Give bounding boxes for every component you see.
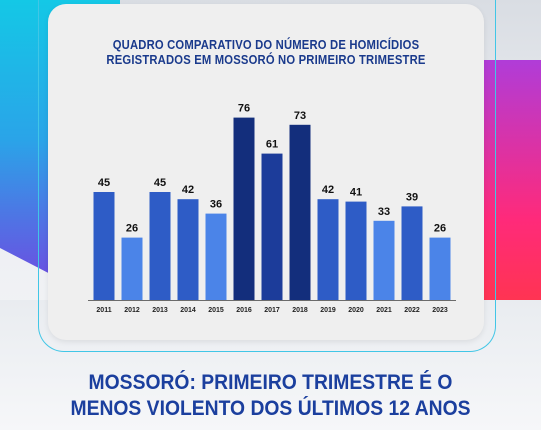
bar-2020 xyxy=(345,201,367,300)
data-label-2012: 26 xyxy=(126,223,138,235)
x-tick-2017: 2017 xyxy=(264,307,280,314)
bar-2021 xyxy=(373,220,395,300)
bar-2017 xyxy=(261,153,283,300)
bar-chart: 45 2011 26 2012 45 2013 42 2014 36 2015 76 2016 61 20… xyxy=(88,103,456,314)
x-tick-2018: 2018 xyxy=(292,307,308,314)
bar-2013 xyxy=(149,192,171,300)
x-tick-2016: 2016 xyxy=(236,307,252,314)
data-label-2014: 42 xyxy=(182,184,194,196)
x-tick-2012: 2012 xyxy=(124,307,140,314)
x-tick-2019: 2019 xyxy=(320,307,336,314)
x-tick-2013: 2013 xyxy=(152,307,168,314)
bar-2018 xyxy=(289,124,311,300)
bar-2022 xyxy=(401,206,423,300)
data-label-2019: 42 xyxy=(322,184,334,196)
data-label-2016: 76 xyxy=(238,103,250,115)
chart-title-line-1: QUADRO COMPARATIVO DO NÚMERO DE HOMICÍDI… xyxy=(112,38,420,52)
x-tick-2015: 2015 xyxy=(208,307,224,314)
bar-2016 xyxy=(233,117,255,300)
x-tick-2011: 2011 xyxy=(96,307,111,314)
bar-2014 xyxy=(177,199,199,300)
chart-title-line-2: REGISTRADOS EM MOSSORÓ NO PRIMEIRO TRIME… xyxy=(106,53,426,67)
data-label-2015: 36 xyxy=(210,199,222,211)
x-tick-2022: 2022 xyxy=(404,307,420,314)
data-label-2017: 61 xyxy=(266,139,278,151)
bar-2012 xyxy=(121,237,143,300)
x-tick-2014: 2014 xyxy=(180,307,196,314)
data-label-2022: 39 xyxy=(406,191,418,203)
card-outline xyxy=(38,0,496,352)
bar-2011 xyxy=(93,192,115,300)
data-label-2018: 73 xyxy=(294,110,306,122)
x-tick-2023: 2023 xyxy=(432,307,448,314)
x-tick-2020: 2020 xyxy=(348,307,364,314)
data-label-2023: 26 xyxy=(434,223,446,235)
bar-2023 xyxy=(429,237,451,300)
x-tick-2021: 2021 xyxy=(376,307,392,314)
data-label-2021: 33 xyxy=(378,206,390,218)
data-label-2011: 45 xyxy=(98,177,110,189)
data-label-2020: 41 xyxy=(350,187,362,199)
bar-2015 xyxy=(205,213,227,300)
headline-line-2: MENOS VIOLENTO DOS ÚLTIMOS 12 ANOS xyxy=(70,397,471,420)
chart-card: QUADRO COMPARATIVO DO NÚMERO DE HOMICÍDI… xyxy=(48,4,484,340)
headline-line-1: MOSSORÓ: PRIMEIRO TRIMESTRE É O xyxy=(88,371,453,394)
bar-2019 xyxy=(317,199,339,300)
data-label-2013: 45 xyxy=(154,177,166,189)
